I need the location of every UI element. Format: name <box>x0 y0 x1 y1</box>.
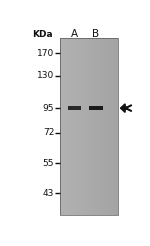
Bar <box>88 38 89 215</box>
Bar <box>81 38 82 215</box>
Bar <box>113 38 114 215</box>
Bar <box>114 38 115 215</box>
Bar <box>99 38 100 215</box>
Bar <box>75 38 76 215</box>
Bar <box>66 38 67 215</box>
Bar <box>105 38 106 215</box>
Bar <box>111 38 112 215</box>
Bar <box>73 38 74 215</box>
Bar <box>97 38 98 215</box>
Bar <box>112 38 113 215</box>
Bar <box>108 38 109 215</box>
Text: 55: 55 <box>43 159 54 168</box>
Bar <box>116 38 117 215</box>
Bar <box>87 38 88 215</box>
Bar <box>61 38 62 215</box>
Bar <box>82 38 83 215</box>
Bar <box>83 38 84 215</box>
Text: 95: 95 <box>43 104 54 113</box>
Bar <box>67 38 68 215</box>
Text: KDa: KDa <box>32 30 52 39</box>
Bar <box>63 38 64 215</box>
Bar <box>72 38 73 215</box>
Bar <box>84 38 85 215</box>
Bar <box>85 38 86 215</box>
Bar <box>117 38 118 215</box>
Bar <box>68 38 69 215</box>
Text: A: A <box>71 29 78 39</box>
Bar <box>90 38 91 215</box>
Bar <box>104 38 105 215</box>
Text: B: B <box>93 29 100 39</box>
Bar <box>95 38 96 215</box>
Bar <box>102 38 103 215</box>
Bar <box>92 38 93 215</box>
Bar <box>64 38 65 215</box>
Bar <box>89 38 90 215</box>
Bar <box>69 38 70 215</box>
Bar <box>93 38 94 215</box>
Bar <box>107 38 108 215</box>
Bar <box>71 38 72 215</box>
Bar <box>74 38 75 215</box>
Bar <box>91 38 92 215</box>
Text: 170: 170 <box>37 49 54 58</box>
Text: 130: 130 <box>37 71 54 80</box>
Bar <box>78 38 79 215</box>
Bar <box>103 38 104 215</box>
Bar <box>100 38 101 215</box>
Bar <box>98 38 99 215</box>
Bar <box>101 38 102 215</box>
Bar <box>106 38 107 215</box>
Text: 43: 43 <box>43 189 54 198</box>
FancyArrow shape <box>120 104 127 112</box>
Bar <box>96 38 97 215</box>
Bar <box>79 38 80 215</box>
Bar <box>70 38 71 215</box>
Bar <box>77 38 78 215</box>
Bar <box>94 38 95 215</box>
Bar <box>76 38 77 215</box>
Bar <box>80 38 81 215</box>
Bar <box>60 38 61 215</box>
Bar <box>61 38 62 215</box>
Bar <box>65 38 66 215</box>
Bar <box>60 38 118 215</box>
Bar <box>68 106 81 110</box>
Bar <box>110 38 111 215</box>
Text: 72: 72 <box>43 128 54 137</box>
Bar <box>115 38 116 215</box>
Bar <box>62 38 63 215</box>
Bar <box>86 38 87 215</box>
Bar <box>89 106 103 110</box>
